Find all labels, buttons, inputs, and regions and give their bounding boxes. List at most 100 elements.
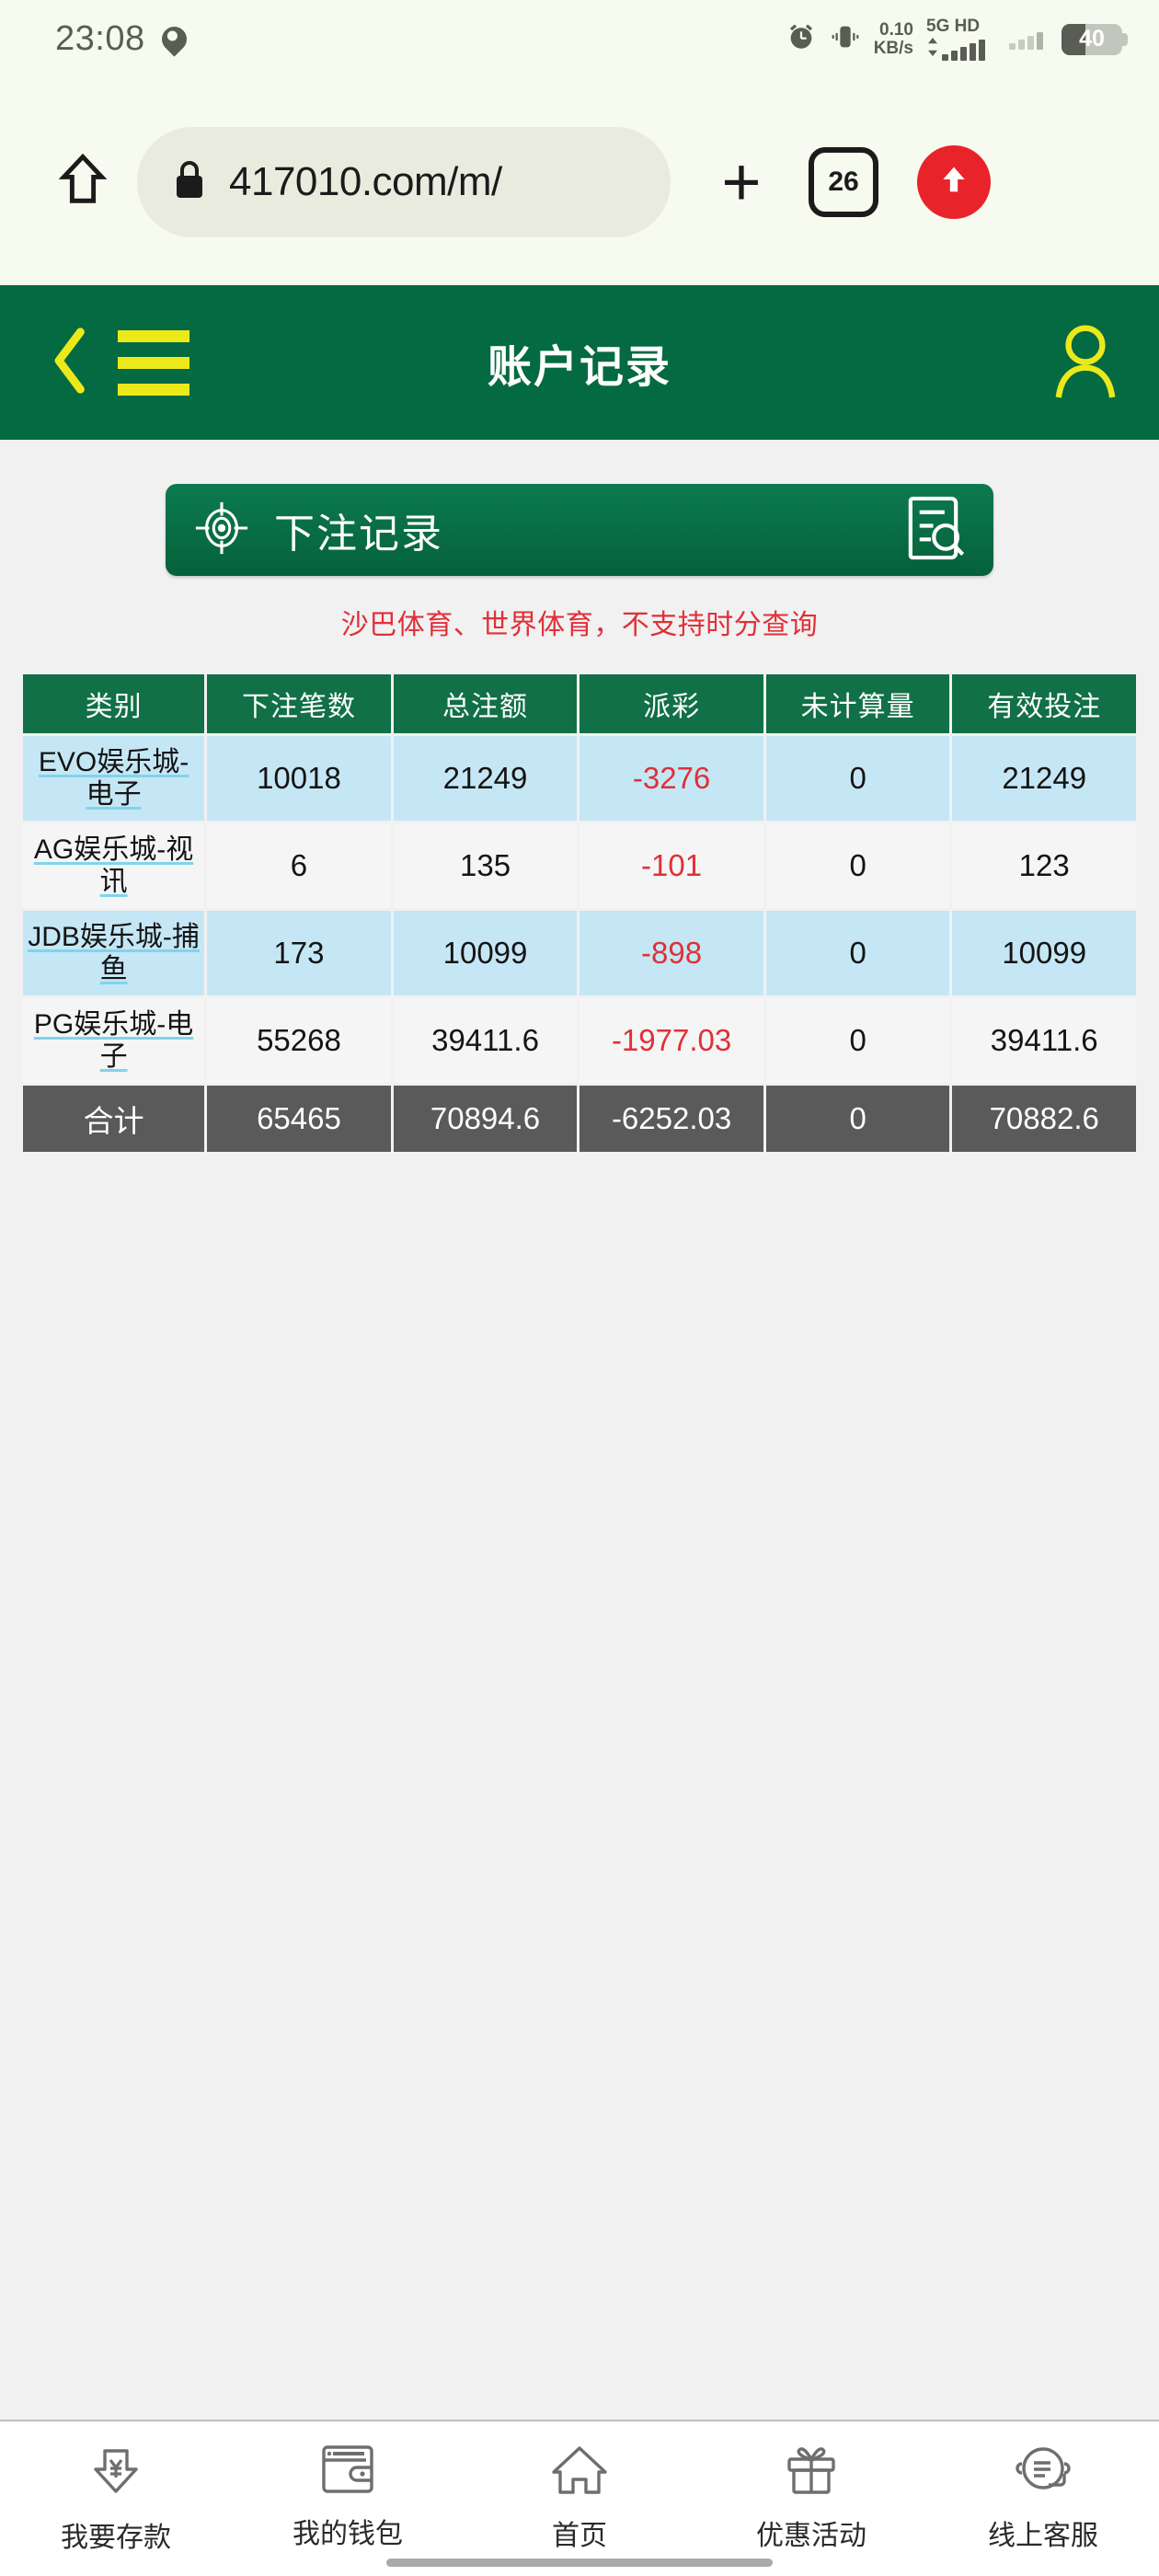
table-row: EVO娱乐城-电子 10018 21249 -3276 0 21249 xyxy=(23,736,1136,821)
cell-category[interactable]: PG娱乐城-电子 xyxy=(23,998,205,1083)
notice-text: 沙巴体育、世界体育，不支持时分查询 xyxy=(340,610,819,640)
cell-payout: -898 xyxy=(580,911,763,995)
cell-category[interactable]: AG娱乐城-视讯 xyxy=(23,823,205,908)
tab-count-label: 26 xyxy=(828,166,859,197)
status-bar: 23:08 0.10 KB/s xyxy=(0,0,1159,78)
total-label: 合计 xyxy=(23,1086,205,1152)
nav-item-support[interactable]: 线上客服 xyxy=(927,2442,1159,2553)
category-link[interactable]: JDB娱乐城-捕鱼 xyxy=(28,921,200,984)
total-bet-count: 65465 xyxy=(207,1086,391,1152)
cell-category[interactable]: EVO娱乐城-电子 xyxy=(23,736,205,821)
cell-valid-bet: 10099 xyxy=(952,911,1136,995)
gift-icon xyxy=(782,2442,841,2503)
home-icon xyxy=(550,2442,609,2503)
table-total-row: 合计 65465 70894.6 -6252.03 0 70882.6 xyxy=(23,1086,1136,1152)
total-total-bet: 70894.6 xyxy=(393,1086,578,1152)
nav-label-home: 首页 xyxy=(552,2521,607,2551)
nav-item-promotions[interactable]: 优惠活动 xyxy=(695,2442,927,2553)
lock-icon xyxy=(174,159,205,204)
column-header-category: 类别 xyxy=(23,674,205,733)
system-home-indicator xyxy=(386,2559,773,2567)
url-bar[interactable]: 417010.com/m/ xyxy=(137,126,671,237)
status-bar-clock: 23:08 xyxy=(55,19,145,58)
home-icon xyxy=(54,151,111,213)
back-button[interactable] xyxy=(39,325,103,401)
battery-level-label: 40 xyxy=(1079,26,1105,52)
app-header: 账户记录 xyxy=(0,285,1159,440)
browser-toolbar: 417010.com/m/ + 26 xyxy=(0,78,1159,285)
nav-item-home[interactable]: 首页 xyxy=(464,2442,695,2553)
table-row: PG娱乐城-电子 55268 39411.6 -1977.03 0 39411.… xyxy=(23,998,1136,1083)
document-search-icon[interactable] xyxy=(905,494,966,567)
page-content: 下注记录 沙巴体育、世界体育，不支持时分查询 类别 下注笔数 总注额 派彩 xyxy=(0,440,1159,2576)
network-speed-value: 0.10 xyxy=(879,19,913,40)
column-header-payout: 派彩 xyxy=(580,674,763,733)
upload-arrow-button[interactable] xyxy=(917,144,991,219)
cellular-indicator: 5G HD xyxy=(926,17,985,62)
user-account-button[interactable] xyxy=(1050,321,1120,405)
bottom-navigation: 我要存款 我的钱包 首页 xyxy=(0,2420,1159,2576)
target-crosshair-icon xyxy=(193,500,250,561)
column-header-uncounted: 未计算量 xyxy=(765,674,950,733)
cell-payout: -101 xyxy=(580,823,763,908)
cell-payout: -3276 xyxy=(580,736,763,821)
new-tab-button[interactable]: + xyxy=(721,143,762,220)
record-table-wrapper: 类别 下注笔数 总注额 派彩 未计算量 有效投注 EVO娱乐城-电子 10018… xyxy=(20,672,1139,1155)
cell-bet-count: 10018 xyxy=(207,736,391,821)
cell-valid-bet: 21249 xyxy=(952,736,1136,821)
location-indicator-icon xyxy=(156,21,192,57)
cell-uncounted: 0 xyxy=(765,998,950,1083)
battery-icon: 40 xyxy=(1061,23,1128,55)
bet-record-label: 下注记录 xyxy=(274,512,443,557)
nav-label-wallet: 我的钱包 xyxy=(293,2519,403,2549)
nav-label-promotions: 优惠活动 xyxy=(756,2521,866,2551)
back-chevron-icon xyxy=(47,325,95,401)
cell-total-bet: 39411.6 xyxy=(393,998,578,1083)
cell-bet-count: 55268 xyxy=(207,998,391,1083)
nav-label-deposit: 我要存款 xyxy=(61,2523,171,2553)
signal-bars-icon xyxy=(942,40,985,62)
total-valid-bet: 70882.6 xyxy=(952,1086,1136,1152)
column-header-bet-count: 下注笔数 xyxy=(207,674,391,733)
url-text: 417010.com/m/ xyxy=(229,158,502,204)
network-speed-unit: KB/s xyxy=(873,38,913,58)
nav-item-deposit[interactable]: 我要存款 xyxy=(0,2442,232,2555)
status-bar-indicators: 0.10 KB/s 5G HD 40 xyxy=(786,17,1128,62)
category-link[interactable]: EVO娱乐城-电子 xyxy=(38,746,189,810)
total-uncounted: 0 xyxy=(765,1086,950,1152)
nav-item-wallet[interactable]: 我的钱包 xyxy=(232,2442,464,2551)
cell-payout: -1977.03 xyxy=(580,998,763,1083)
network-type-label: 5G xyxy=(926,16,950,36)
cell-uncounted: 0 xyxy=(765,823,950,908)
table-row: JDB娱乐城-捕鱼 173 10099 -898 0 10099 xyxy=(23,911,1136,995)
vibrate-icon xyxy=(830,21,861,57)
network-speed-indicator: 0.10 KB/s xyxy=(873,19,913,58)
user-account-icon xyxy=(1050,324,1120,404)
hamburger-menu-button[interactable] xyxy=(118,329,189,396)
column-header-valid-bet: 有效投注 xyxy=(952,674,1136,733)
page-title: 账户记录 xyxy=(487,343,671,392)
cell-bet-count: 6 xyxy=(207,823,391,908)
category-link[interactable]: AG娱乐城-视讯 xyxy=(33,834,194,897)
cell-total-bet: 21249 xyxy=(393,736,578,821)
total-payout: -6252.03 xyxy=(580,1086,763,1152)
nav-label-support: 线上客服 xyxy=(988,2521,1098,2551)
hamburger-menu-icon xyxy=(118,329,189,342)
customer-service-icon xyxy=(1014,2442,1073,2503)
category-link[interactable]: PG娱乐城-电子 xyxy=(33,1008,194,1072)
cell-category[interactable]: JDB娱乐城-捕鱼 xyxy=(23,911,205,995)
browser-home-button[interactable] xyxy=(41,151,124,213)
hd-label: HD xyxy=(954,16,981,36)
column-header-total-bet: 总注额 xyxy=(393,674,578,733)
table-header-row: 类别 下注笔数 总注额 派彩 未计算量 有效投注 xyxy=(23,674,1136,733)
wallet-icon xyxy=(318,2442,377,2501)
data-arrows-icon xyxy=(926,38,939,61)
cell-uncounted: 0 xyxy=(765,911,950,995)
cell-total-bet: 135 xyxy=(393,823,578,908)
alarm-clock-icon xyxy=(786,21,817,57)
tab-switcher-button[interactable]: 26 xyxy=(809,146,878,217)
bet-record-bar[interactable]: 下注记录 xyxy=(166,484,993,576)
cell-valid-bet: 39411.6 xyxy=(952,998,1136,1083)
cell-valid-bet: 123 xyxy=(952,823,1136,908)
cell-bet-count: 173 xyxy=(207,911,391,995)
